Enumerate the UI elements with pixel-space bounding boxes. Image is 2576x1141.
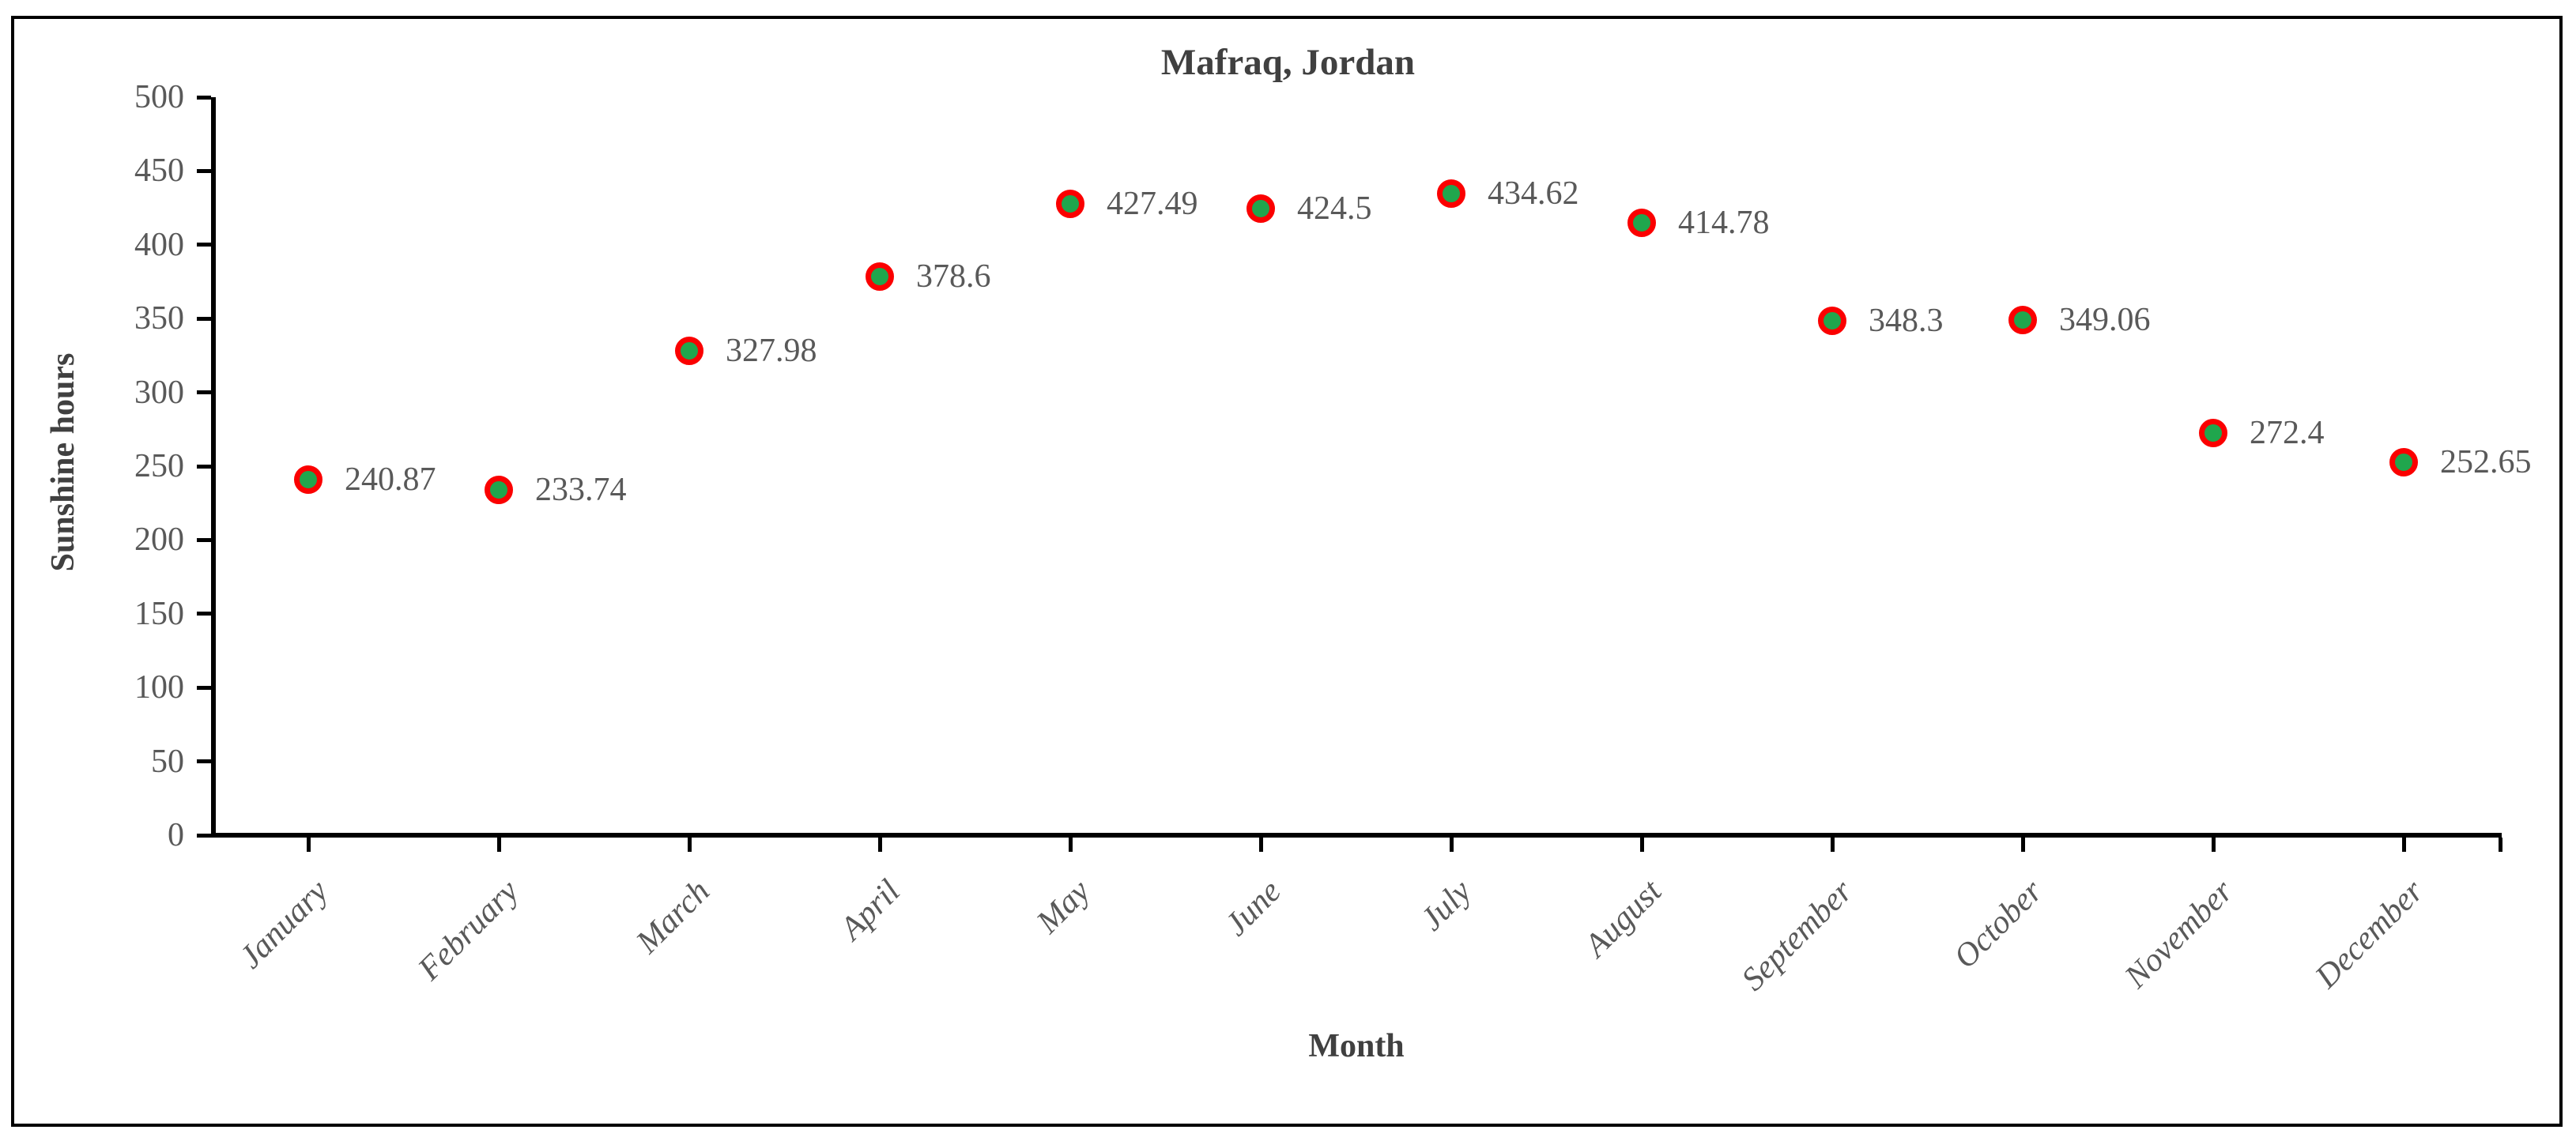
y-tick <box>197 685 211 690</box>
y-tick <box>197 316 211 321</box>
y-tick <box>197 95 211 100</box>
y-tick-label: 500 <box>134 79 184 115</box>
y-tick-label: 300 <box>134 374 184 411</box>
data-point-marker <box>1627 209 1656 238</box>
data-point-marker <box>294 465 322 495</box>
y-tick-label: 400 <box>134 226 184 263</box>
y-tick-label: 0 <box>168 817 184 853</box>
x-axis-end-tick <box>2498 838 2502 852</box>
y-tick <box>197 390 211 395</box>
data-point-marker <box>675 337 703 366</box>
x-tick <box>306 838 311 852</box>
data-point-label: 378.6 <box>916 258 991 295</box>
y-tick-label: 100 <box>134 669 184 706</box>
x-tick <box>1830 838 1835 852</box>
x-tick <box>1258 838 1263 852</box>
data-point-marker <box>2389 448 2418 477</box>
y-axis-line <box>211 97 216 838</box>
x-tick <box>2401 838 2406 852</box>
x-tick <box>2020 838 2025 852</box>
data-point-label: 252.65 <box>2440 444 2532 481</box>
data-point-label: 233.74 <box>535 472 627 509</box>
x-tick <box>1639 838 1644 852</box>
data-point-label: 240.87 <box>345 461 436 499</box>
y-tick <box>197 168 211 173</box>
x-tick <box>496 838 501 852</box>
data-point-label: 427.49 <box>1107 186 1198 223</box>
x-tick <box>687 838 692 852</box>
data-point-label: 434.62 <box>1488 175 1579 213</box>
data-point-label: 414.78 <box>1678 205 1770 242</box>
y-tick <box>197 243 211 247</box>
data-point-marker <box>1818 307 1846 336</box>
data-point-marker <box>866 262 894 291</box>
chart-border-frame <box>11 16 2563 1127</box>
y-tick <box>197 759 211 764</box>
data-point-label: 272.4 <box>2250 415 2325 452</box>
x-axis-line <box>211 833 2502 838</box>
data-point-label: 424.5 <box>1297 190 1372 228</box>
y-tick-label: 450 <box>134 153 184 190</box>
x-tick <box>1068 838 1073 852</box>
y-tick <box>197 464 211 469</box>
y-tick <box>197 612 211 616</box>
y-tick-label: 350 <box>134 300 184 337</box>
x-tick <box>2211 838 2216 852</box>
data-point-marker <box>2199 419 2227 448</box>
data-point-marker <box>1056 190 1084 219</box>
data-point-marker <box>1247 194 1275 224</box>
y-tick-label: 150 <box>134 595 184 632</box>
data-point-label: 327.98 <box>726 333 817 370</box>
data-point-marker <box>485 476 513 505</box>
y-tick <box>197 833 211 838</box>
x-axis-title: Month <box>1308 1028 1405 1064</box>
data-point-marker <box>1437 179 1465 209</box>
data-point-marker <box>2008 305 2037 334</box>
data-point-label: 348.3 <box>1869 303 1944 340</box>
y-tick-label: 50 <box>151 743 184 780</box>
data-point-label: 349.06 <box>2059 301 2151 338</box>
x-tick <box>877 838 882 852</box>
y-tick <box>197 537 211 542</box>
y-tick-label: 250 <box>134 448 184 484</box>
y-tick-label: 200 <box>134 522 184 559</box>
x-tick <box>1449 838 1454 852</box>
chart-title: Mafraq, Jordan <box>1160 42 1416 83</box>
